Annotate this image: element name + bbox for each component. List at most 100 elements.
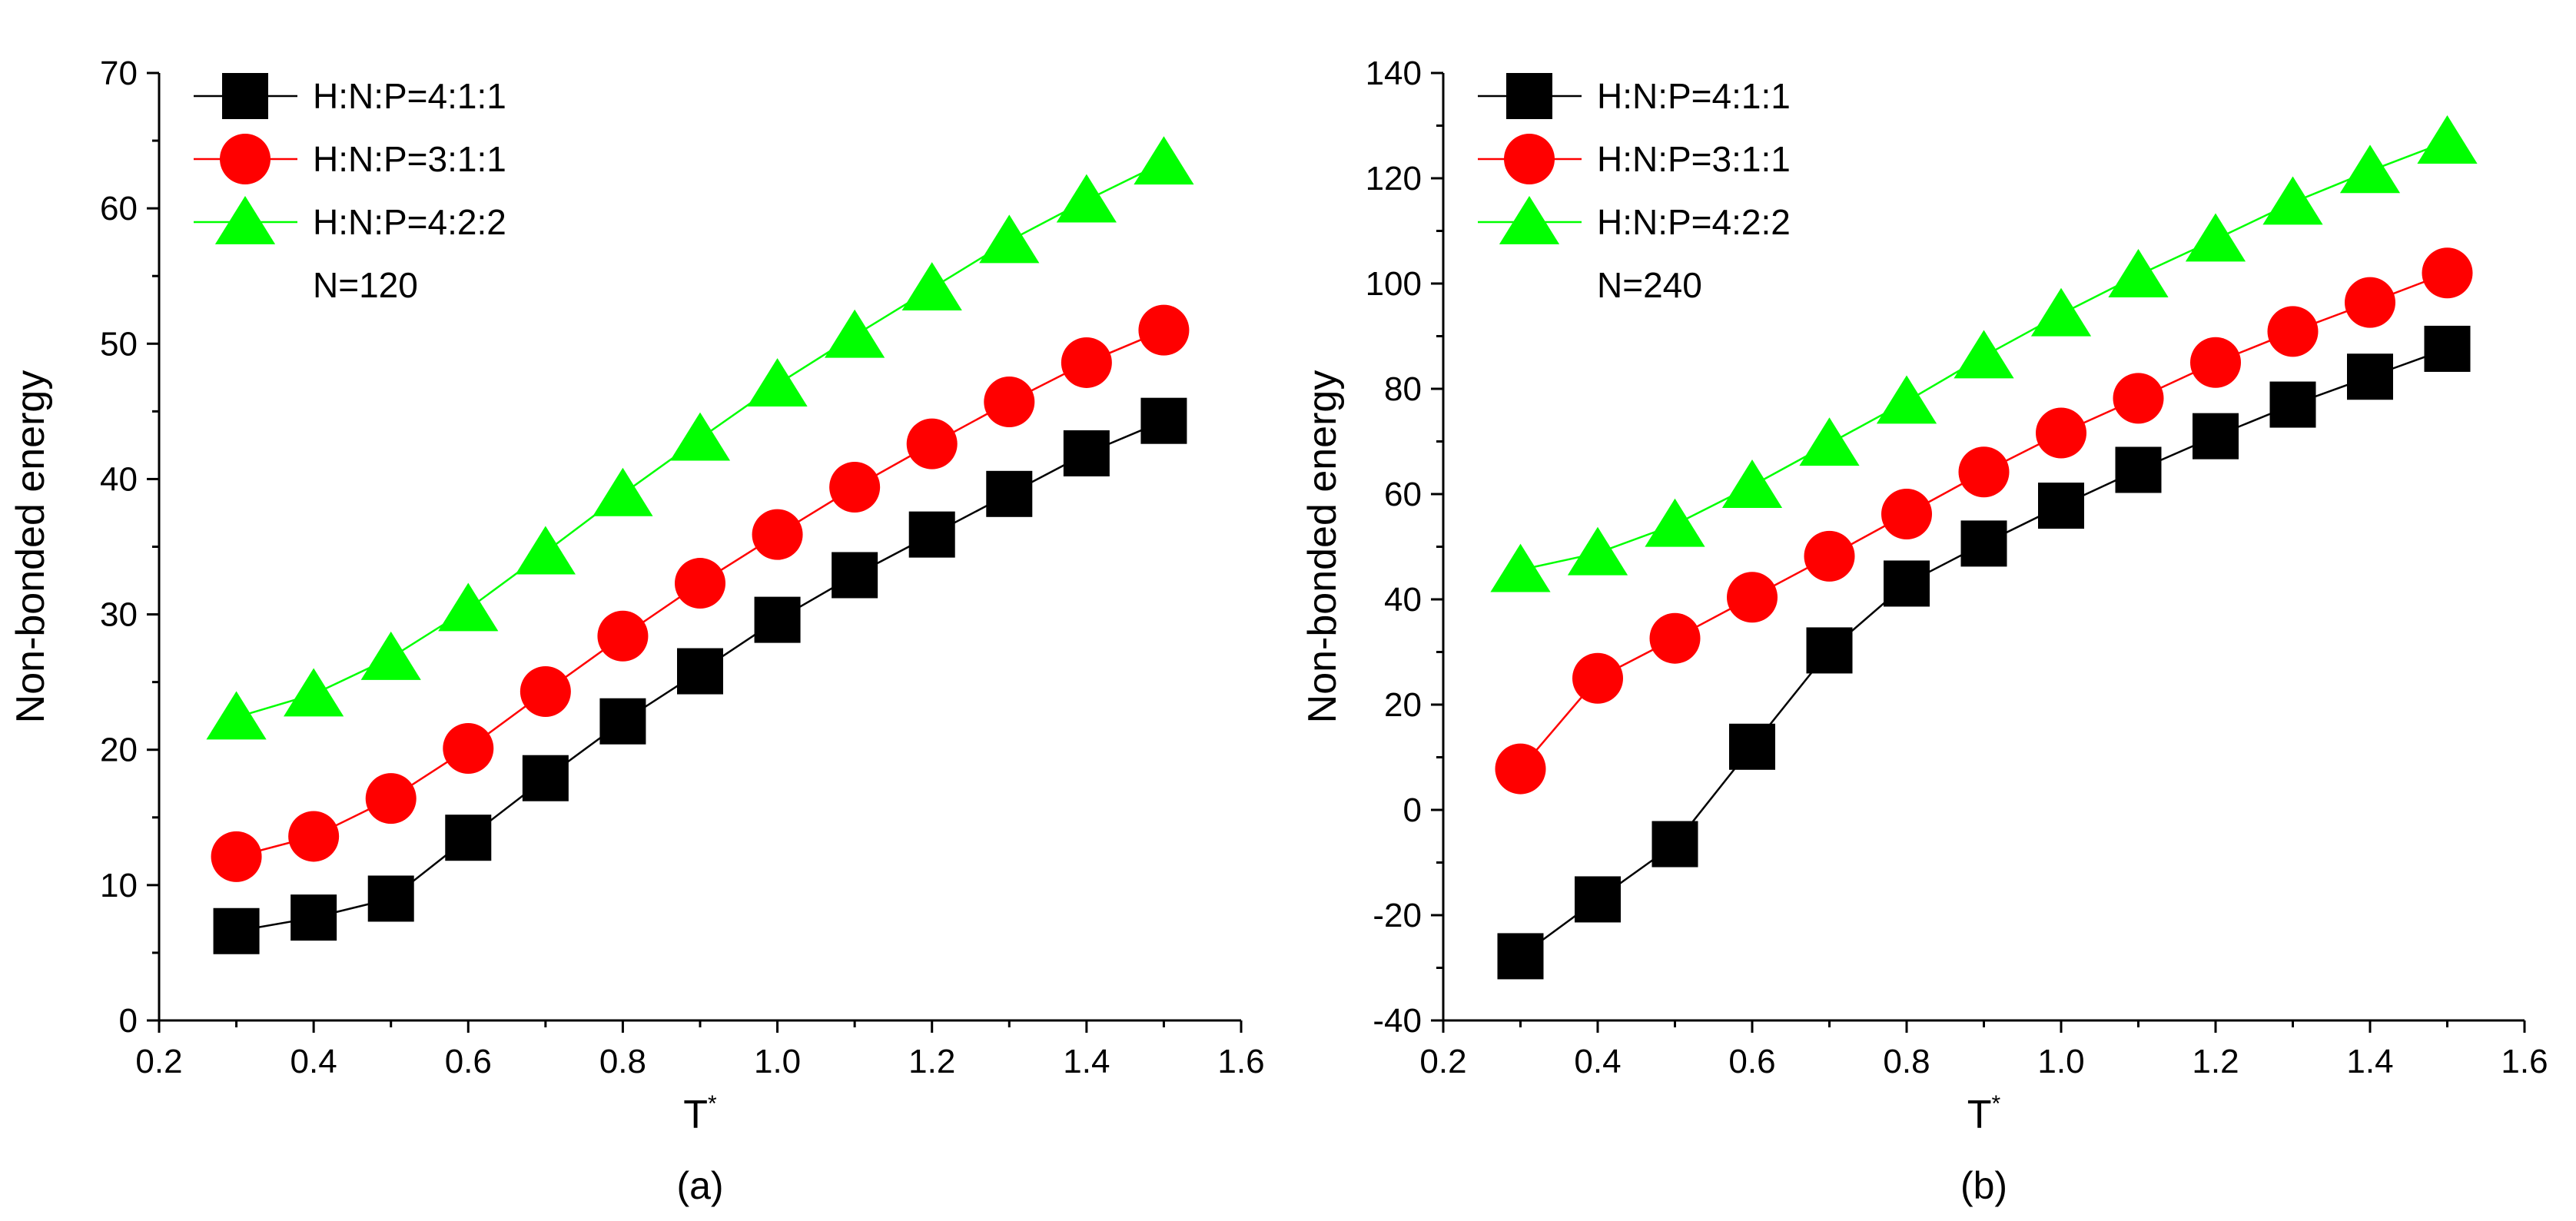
data-point — [1884, 560, 1930, 607]
data-point — [1649, 612, 1701, 664]
data-point — [211, 831, 262, 882]
y-tick-label: 20 — [1384, 686, 1422, 724]
panel-label: (a) — [676, 1164, 723, 1207]
data-point — [1056, 174, 1117, 223]
y-tick-label: -20 — [1373, 897, 1422, 934]
data-point — [677, 648, 723, 695]
legend-marker — [1504, 134, 1555, 184]
data-point — [2347, 353, 2393, 400]
data-point — [979, 214, 1040, 264]
x-axis-title-main: T — [1967, 1093, 1992, 1137]
data-point — [1876, 375, 1937, 424]
data-point — [2269, 381, 2316, 428]
y-tick-label: 30 — [100, 596, 138, 634]
data-point — [206, 691, 267, 740]
y-tick-label: 10 — [100, 867, 138, 904]
data-point — [1958, 446, 2010, 498]
data-point — [2030, 287, 2092, 337]
x-axis-title-superscript: * — [708, 1091, 717, 1116]
data-point — [901, 262, 962, 310]
data-point — [1806, 627, 1853, 674]
x-tick-label: 0.6 — [445, 1043, 492, 1080]
data-point — [908, 511, 955, 558]
data-point — [290, 894, 337, 941]
y-tick-label: 40 — [1384, 581, 1422, 619]
legend-label: H:N:P=4:2:2 — [313, 202, 506, 242]
x-tick-label: 0.2 — [1419, 1043, 1466, 1080]
y-tick-label: 50 — [100, 325, 138, 363]
data-point — [2036, 407, 2086, 459]
legend-marker — [222, 73, 268, 119]
data-point — [1063, 430, 1110, 476]
series-0 — [213, 397, 1187, 954]
data-point — [367, 875, 414, 922]
data-point — [2345, 277, 2395, 328]
data-point — [284, 668, 344, 717]
data-point — [1960, 520, 2007, 567]
data-point — [986, 470, 1033, 517]
y-tick-label: 60 — [1384, 476, 1422, 513]
x-tick-label: 1.0 — [2037, 1043, 2084, 1080]
data-point — [832, 552, 878, 599]
x-tick-label: 1.0 — [754, 1043, 801, 1080]
y-axis-title: Non-bonded energy — [1300, 370, 1345, 724]
y-tick-label: 60 — [100, 190, 138, 227]
x-tick-label: 1.4 — [1063, 1043, 1110, 1080]
x-tick-label: 0.6 — [1728, 1043, 1775, 1080]
x-tick-label: 0.8 — [1883, 1043, 1930, 1080]
series-2 — [206, 136, 1194, 740]
x-axis-title-main: T — [683, 1093, 708, 1137]
x-tick-label: 0.2 — [135, 1043, 182, 1080]
x-axis-title: T* — [683, 1091, 717, 1137]
data-point — [599, 698, 646, 745]
data-point — [984, 377, 1035, 428]
data-point — [1954, 330, 2014, 379]
data-point — [675, 558, 725, 609]
data-point — [360, 631, 421, 680]
data-point — [1572, 652, 1623, 704]
data-point — [1490, 543, 1551, 592]
y-tick-label: 70 — [100, 55, 138, 92]
x-tick-label: 1.2 — [908, 1043, 955, 1080]
legend-marker — [1499, 196, 1560, 244]
y-tick-label: 100 — [1366, 265, 1422, 303]
data-point — [593, 467, 653, 516]
data-point — [365, 773, 417, 825]
data-point — [747, 358, 808, 407]
y-axis-title: Non-bonded energy — [8, 370, 53, 724]
series-0 — [1497, 325, 2471, 980]
data-point — [213, 907, 260, 954]
data-point — [2038, 483, 2084, 529]
data-point — [1651, 821, 1698, 868]
data-point — [1134, 136, 1194, 185]
data-point — [1497, 933, 1544, 980]
data-point — [2108, 249, 2169, 297]
legend-marker — [214, 196, 276, 244]
data-point — [825, 309, 885, 358]
annotation: N=240 — [1597, 265, 1702, 305]
data-point — [752, 509, 803, 560]
data-point — [597, 610, 649, 662]
data-point — [522, 755, 569, 801]
data-point — [2193, 413, 2239, 460]
legend-marker — [220, 134, 271, 184]
data-point — [1727, 572, 1778, 623]
data-point — [1575, 876, 1621, 923]
data-point — [2267, 306, 2319, 357]
data-point — [2185, 213, 2246, 262]
data-point — [520, 665, 571, 717]
x-tick-label: 1.2 — [2192, 1043, 2239, 1080]
x-tick-label: 1.6 — [2501, 1043, 2548, 1080]
x-tick-label: 0.4 — [290, 1043, 337, 1080]
data-point — [288, 811, 340, 862]
series-2 — [1490, 115, 2478, 592]
data-point — [1729, 723, 1775, 770]
series-1 — [211, 304, 1190, 882]
legend-marker — [1506, 73, 1552, 119]
data-point — [1140, 397, 1187, 444]
legend: H:N:P=4:1:1 H:N:P=3:1:1 H:N:P=4:2:2 N=240 — [1478, 73, 1791, 305]
chart-panel-b: 0.2 0.4 0.6 0.8 1.0 1.2 1.4 1.6 -40 -20 0 20 40 60 80 1… — [1300, 55, 2548, 1207]
data-point — [829, 461, 881, 513]
data-point — [515, 526, 576, 575]
